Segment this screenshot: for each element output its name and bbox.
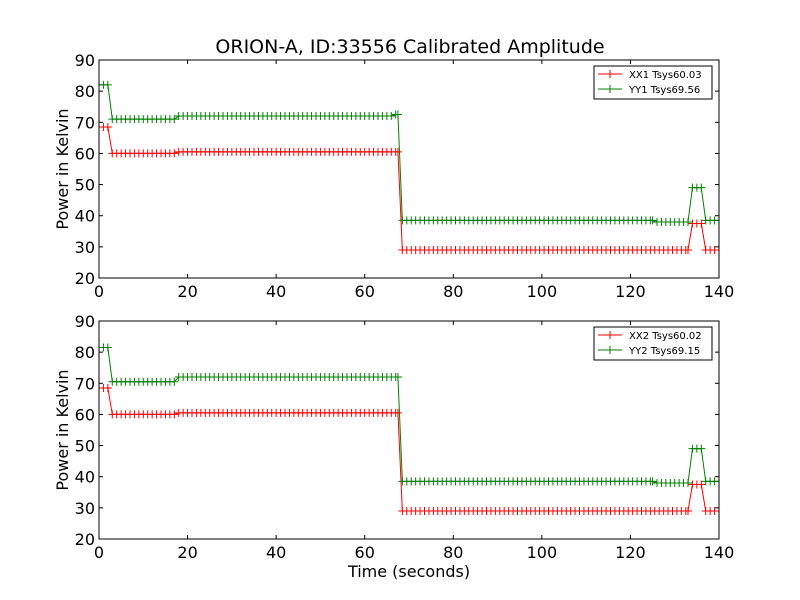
data-point-marker [393, 373, 402, 382]
x-tick-label: 100 [527, 543, 558, 562]
y-tick-label: 60 [75, 144, 95, 163]
y-tick-label: 20 [75, 530, 95, 549]
legend-entry-label: XX2 Tsys60.02 [629, 331, 702, 342]
data-point-marker [103, 122, 112, 131]
x-tick-label: 100 [527, 282, 558, 301]
data-point-marker [393, 147, 402, 156]
y-tick-label: 40 [75, 468, 95, 487]
x-tick-label: 140 [704, 282, 735, 301]
legend-entry-label: XX1 Tsys60.03 [629, 70, 702, 81]
data-point-marker [648, 216, 657, 225]
data-point-marker [697, 183, 706, 192]
legend: XX1 Tsys60.03 YY1 Tsys69.56 [593, 65, 713, 100]
x-tick-label: 20 [177, 282, 197, 301]
data-point-marker [715, 506, 719, 515]
plot-frame [98, 59, 720, 279]
data-point-marker [697, 480, 706, 489]
data-point-marker [648, 477, 657, 486]
data-point-marker [684, 478, 692, 487]
legend-box [593, 65, 713, 100]
data-point-marker [393, 408, 402, 417]
series-2 [99, 80, 719, 226]
data-point-marker [103, 343, 112, 352]
x-tick-label: 20 [177, 543, 197, 562]
legend-marker-swatch [606, 331, 614, 339]
y-tick-label: 80 [75, 82, 95, 101]
y-axis-label: Power in Kelvin [53, 369, 72, 490]
chart-title: ORION-A, ID:33556 Calibrated Amplitude [215, 36, 604, 58]
chart-panel-2: 0 20 40 60 80 100 120 1402030405060708090Power … [53, 312, 734, 581]
data-point-marker [170, 410, 179, 419]
y-tick-label: 50 [75, 437, 95, 456]
y-tick-label: 90 [75, 312, 95, 331]
x-tick-label: 40 [266, 543, 286, 562]
data-point-marker [715, 216, 719, 225]
series-1 [99, 122, 719, 254]
series-1 [99, 383, 719, 515]
y-tick-label: 50 [75, 176, 95, 195]
y-tick-label: 30 [75, 499, 95, 518]
data-point-marker [387, 112, 396, 121]
legend: XX2 Tsys60.02 YY2 Tsys69.15 [593, 326, 713, 361]
y-tick-label: 70 [75, 113, 95, 132]
data-point-marker [393, 110, 402, 119]
data-point-marker [684, 217, 692, 226]
y-tick-label: 20 [75, 269, 95, 288]
legend-entry-label: YY2 Tsys69.15 [628, 346, 700, 357]
series-2 [99, 343, 719, 487]
y-tick-label: 30 [75, 238, 95, 257]
data-point-marker [715, 477, 719, 486]
data-point-marker [684, 245, 692, 254]
legend-marker-swatch [606, 70, 614, 78]
chart-panel-1: 0 20 40 60 80 100 120 1402030405060708090Power … [53, 51, 734, 301]
y-tick-label: 40 [75, 207, 95, 226]
x-tick-label: 120 [615, 543, 646, 562]
plots: 0 20 40 60 80 100 120 1402030405060708090Power … [53, 51, 734, 581]
data-point-marker [170, 115, 179, 124]
x-axis-label: Time (seconds) [347, 562, 470, 581]
y-axis-label: Power in Kelvin [53, 108, 72, 229]
data-point-marker [715, 245, 719, 254]
x-tick-label: 60 [355, 282, 375, 301]
x-tick-label: 140 [704, 543, 735, 562]
y-tick-label: 90 [75, 51, 95, 70]
y-tick-label: 80 [75, 343, 95, 362]
legend-box [593, 326, 713, 361]
x-tick-label: 80 [443, 543, 463, 562]
x-tick-label: 120 [615, 282, 646, 301]
legend-marker-swatch [606, 85, 614, 93]
x-tick-label: 0 [94, 282, 104, 301]
data-point-marker [170, 377, 179, 386]
y-tick-label: 70 [75, 374, 95, 393]
x-tick-label: 80 [443, 282, 463, 301]
data-point-marker [170, 149, 179, 158]
legend-entry-label: YY1 Tsys69.56 [628, 85, 700, 96]
data-point-marker [103, 383, 112, 392]
data-point-marker [697, 219, 706, 228]
data-point-marker [103, 80, 112, 89]
plot-frame [98, 320, 720, 540]
data-point-marker [697, 444, 706, 453]
x-tick-label: 40 [266, 282, 286, 301]
y-tick-label: 60 [75, 405, 95, 424]
x-tick-label: 60 [355, 543, 375, 562]
legend-marker-swatch [606, 346, 614, 354]
data-point-marker [684, 506, 692, 515]
x-tick-label: 0 [94, 543, 104, 562]
